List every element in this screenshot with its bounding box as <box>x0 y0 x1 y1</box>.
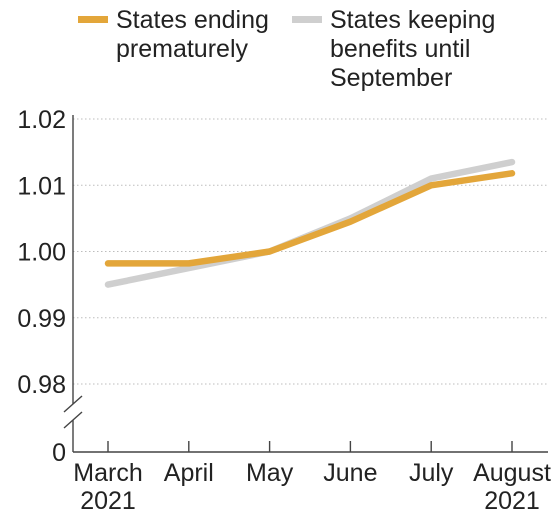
y-tick-label: 1.00 <box>17 239 66 267</box>
axis-break-mark <box>63 395 83 413</box>
y-tick-label: 1.02 <box>17 106 66 134</box>
legend-label: States ending prematurely <box>116 6 269 63</box>
y-tick-label-zero: 0 <box>52 439 66 467</box>
gridlines <box>73 118 548 385</box>
series-layer <box>104 158 516 288</box>
axes <box>63 115 548 453</box>
x-tick-label: April <box>164 459 214 487</box>
legend-swatch <box>292 16 322 23</box>
x-tick-label: March 2021 <box>73 459 142 514</box>
y-tick-label: 1.01 <box>17 172 66 200</box>
legend: States ending prematurely States keeping be… <box>78 6 495 92</box>
axis-break-mark <box>63 411 83 429</box>
legend-swatch <box>78 16 108 23</box>
x-tick-label: August 2021 <box>473 459 551 514</box>
legend-label: States keeping benefits until September <box>330 6 495 92</box>
x-tick-label: July <box>409 459 454 487</box>
y-tick-label: 0.99 <box>17 305 66 333</box>
series-line-ending-prematurely <box>104 170 516 267</box>
x-tick-label: June <box>323 459 377 487</box>
y-tick-label: 0.98 <box>17 371 66 399</box>
x-tick-label: May <box>246 459 294 487</box>
